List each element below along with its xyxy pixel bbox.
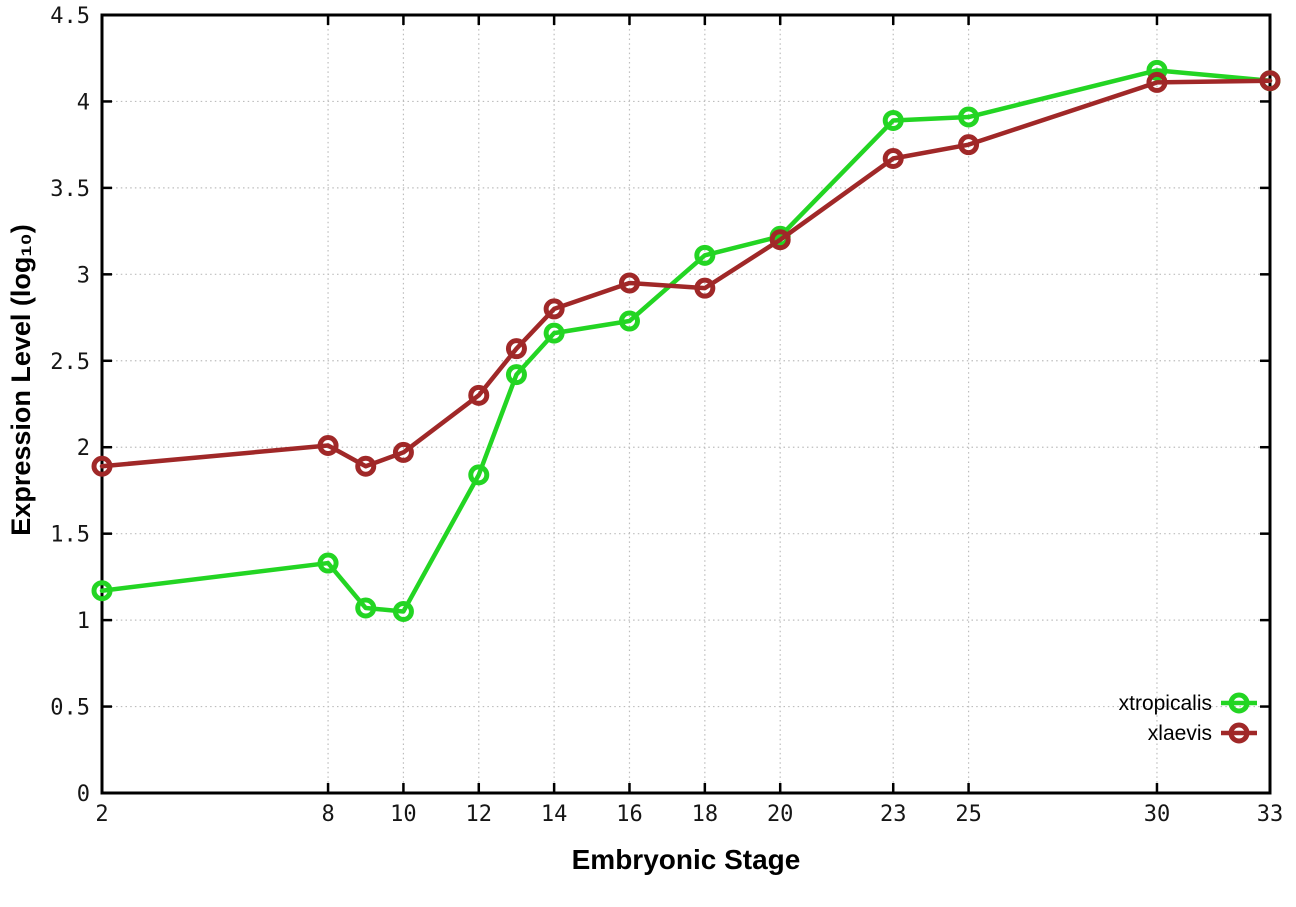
x-tick-label: 23 [880, 802, 907, 827]
x-tick-label: 30 [1144, 802, 1171, 827]
x-tick-label: 25 [955, 802, 982, 827]
x-tick-label: 12 [466, 802, 493, 827]
data-point-marker [468, 384, 490, 406]
x-axis-title: Embryonic Stage [572, 844, 801, 875]
y-tick-label: 2.5 [50, 350, 90, 375]
x-tick-label: 18 [692, 802, 719, 827]
data-point-marker [958, 106, 980, 128]
data-point-marker [618, 272, 640, 294]
data-point-marker [505, 338, 527, 360]
y-tick-label: 4.5 [50, 4, 90, 29]
plot-area: 2 8 10 12 14 16 18 20 23 25 30 33 0 0.5 1 1.5 2 2.5 3 3.5 4 4… [50, 4, 1283, 827]
x-tick-label: 20 [767, 802, 794, 827]
series-line [99, 68, 1273, 614]
series-xlaevis [91, 70, 1281, 477]
y-tick-label: 2 [77, 436, 90, 461]
data-point-marker [1259, 70, 1281, 92]
data-point-marker [355, 597, 377, 619]
y-tick-label: 0 [77, 782, 90, 807]
x-tick-label: 2 [95, 802, 108, 827]
x-tick-label: 10 [390, 802, 417, 827]
data-point-marker [505, 364, 527, 386]
y-axis-title: Expression Level (log₁₀) [6, 224, 36, 535]
data-point-marker [355, 455, 377, 477]
legend-marker [1228, 722, 1250, 744]
x-tick-label: 8 [321, 802, 334, 827]
series-xtropicalis [91, 59, 1281, 622]
y-tick-label: 3 [77, 263, 90, 288]
data-point-marker [1146, 71, 1168, 93]
data-point-marker [618, 310, 640, 332]
data-point-marker [543, 298, 565, 320]
axis-ticks [100, 13, 1272, 795]
data-point-marker [392, 600, 414, 622]
y-tick-label: 1 [77, 609, 90, 634]
x-tick-labels: 2 8 10 12 14 16 18 20 23 25 30 33 [95, 802, 1283, 827]
data-point-marker [1146, 59, 1168, 81]
data-point-marker [694, 244, 716, 266]
plot-frame [100, 13, 1272, 795]
legend: xtropicalis xlaevis [1119, 692, 1257, 745]
data-point-marker [468, 464, 490, 486]
data-point-marker [392, 441, 414, 463]
gridlines [101, 14, 1271, 794]
data-point-marker [91, 455, 113, 477]
data-point-marker [317, 552, 339, 574]
x-tick-label: 16 [616, 802, 643, 827]
legend-label: xtropicalis [1119, 692, 1212, 715]
data-point-marker [958, 134, 980, 156]
y-tick-label: 1.5 [50, 523, 90, 548]
y-tick-labels: 0 0.5 1 1.5 2 2.5 3 3.5 4 4.5 [50, 4, 90, 807]
legend-entry-xtropicalis: xtropicalis [1119, 692, 1257, 715]
x-tick-label: 14 [541, 802, 568, 827]
data-point-marker [543, 322, 565, 344]
y-tick-label: 0.5 [50, 696, 90, 721]
data-point-marker [882, 109, 904, 131]
data-point-marker [769, 229, 791, 251]
legend-label: xlaevis [1148, 722, 1212, 745]
data-point-marker [694, 277, 716, 299]
data-point-marker [91, 580, 113, 602]
x-tick-label: 33 [1257, 802, 1284, 827]
data-point-marker [882, 147, 904, 169]
y-tick-label: 4 [77, 90, 90, 115]
legend-entry-xlaevis: xlaevis [1148, 722, 1257, 745]
legend-marker [1228, 692, 1250, 714]
data-point-marker [317, 434, 339, 456]
y-tick-label: 3.5 [50, 177, 90, 202]
